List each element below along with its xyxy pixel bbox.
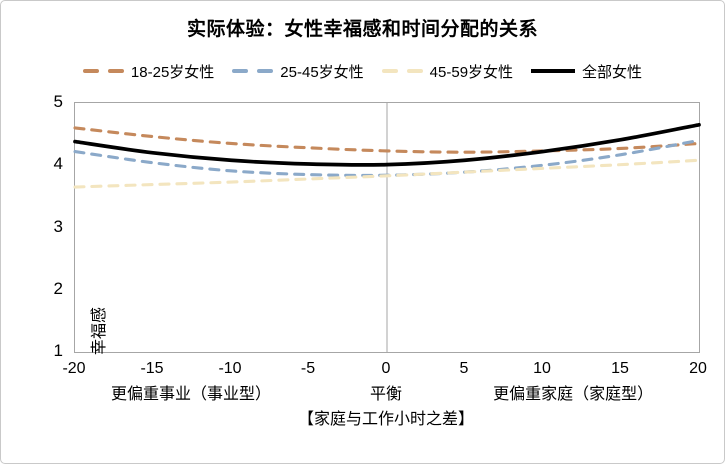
x-tick-label: -5	[300, 360, 316, 377]
y-tick-label: 2	[53, 278, 63, 298]
x-tick-label: 5	[459, 360, 469, 377]
series-line-3	[73, 122, 701, 167]
y-tick-label: 5	[53, 92, 63, 111]
x-tick-label: 15	[611, 360, 629, 377]
legend: 18-25岁女性 25-45岁女性 45-59岁女性 全部女性	[11, 59, 714, 83]
chart-title: 实际体验：女性幸福感和时间分配的关系	[186, 19, 538, 40]
legend-item-all-women: 全部女性	[531, 61, 642, 82]
legend-label-all-women: 全部女性	[582, 63, 643, 81]
legend-label-45-59: 45-59岁女性	[429, 63, 514, 81]
series-line-0	[73, 126, 701, 154]
x-tick-label: 10	[533, 360, 551, 377]
y-tick-label: 4	[53, 154, 63, 174]
line-chart-canvas	[73, 103, 701, 352]
plot-area: 幸福感	[73, 102, 701, 355]
legend-item-25-45: 25-45岁女性	[232, 61, 364, 82]
legend-dash-sample-18-25	[82, 69, 124, 73]
legend-item-18-25: 18-25岁女性	[82, 61, 215, 82]
x-zone-label: 更偏重事业（事业型）	[110, 386, 272, 403]
legend-line-sample-all-women	[531, 69, 576, 73]
y-tick-label: 3	[53, 216, 63, 236]
x-tick-label: -10	[218, 360, 242, 377]
x-zone-label: 平衡	[369, 386, 403, 403]
legend-label-18-25: 18-25岁女性	[130, 63, 215, 81]
series-line-2	[73, 158, 701, 189]
x-zone-label: 更偏重家庭（家庭型）	[493, 386, 654, 403]
y-axis-title: 幸福感	[91, 307, 108, 356]
x-tick-label: 20	[689, 360, 707, 377]
legend-item-45-59: 45-59岁女性	[381, 61, 514, 82]
x-tick-label: -20	[62, 360, 86, 377]
legend-dash-sample-25-45	[232, 69, 274, 73]
y-tick-label: 1	[53, 341, 63, 360]
x-tick-label: -15	[140, 360, 164, 377]
x-tick-label: 0	[381, 360, 391, 377]
legend-dash-sample-45-59	[381, 69, 423, 73]
x-axis-title: 【家庭与工作小时之差】	[297, 411, 475, 428]
legend-label-25-45: 25-45岁女性	[280, 63, 364, 81]
